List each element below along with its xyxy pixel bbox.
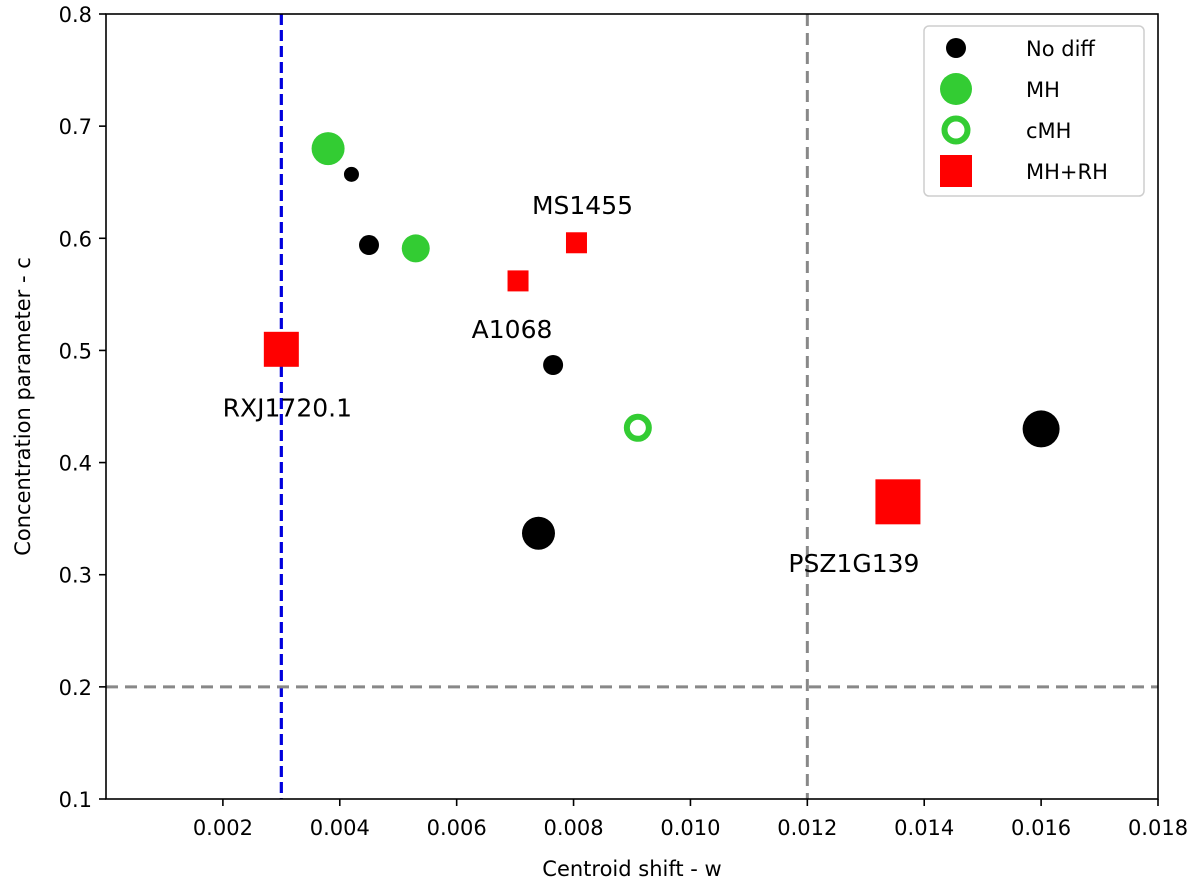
reference-lines — [106, 14, 1158, 799]
mh-point-1 — [311, 132, 345, 166]
y-tick-label: 0.3 — [59, 564, 92, 588]
y-tick-label: 0.1 — [59, 788, 92, 812]
annotation-ms1455: MS1455 — [532, 191, 633, 220]
annotation-rxj1720-1: RXJ1720.1 — [223, 393, 352, 422]
x-tick-label: 0.012 — [777, 816, 837, 840]
no-diff-point-1 — [343, 166, 359, 182]
plot-frame — [105, 13, 1159, 800]
y-tick-label: 0.8 — [59, 3, 92, 27]
y-tick-label: 0.6 — [59, 227, 92, 251]
mh-rh-point-1 — [263, 331, 299, 367]
y-tick-label: 0.7 — [59, 115, 92, 139]
x-tick-label: 0.004 — [310, 816, 370, 840]
annotation-a1068: A1068 — [472, 315, 553, 344]
y-tick-label: 0.2 — [59, 676, 92, 700]
legend-box — [923, 25, 1145, 197]
x-tick-label: 0.002 — [193, 816, 253, 840]
mh-point-2 — [401, 234, 430, 263]
no-diff-point-3 — [543, 355, 564, 376]
legend-marker-mh-rh — [940, 155, 972, 187]
x-tick-label: 0.010 — [660, 816, 720, 840]
annotation-psz1g139: PSZ1G139 — [788, 549, 919, 578]
no-diff-point-2 — [359, 235, 379, 256]
data-points — [263, 132, 1060, 550]
mh-rh-point-4 — [875, 479, 921, 525]
x-tick-label: 0.018 — [1128, 816, 1188, 840]
legend-label-mh-rh: MH+RH — [1026, 160, 1108, 184]
no-diff-point-5 — [1022, 410, 1060, 448]
y-axis-ticks: 0.1 0.2 0.3 0.4 0.5 0.6 0.7 0.8 — [59, 3, 106, 812]
x-tick-label: 0.014 — [894, 816, 954, 840]
legend-marker-cmh — [941, 115, 971, 145]
y-tick-label: 0.5 — [59, 339, 92, 363]
mh-rh-point-2 — [507, 270, 529, 292]
x-axis-ticks: 0.002 0.004 0.006 0.008 0.010 0.012 0.014 0.016… — [193, 799, 1188, 840]
y-tick-label: 0.4 — [59, 452, 92, 476]
legend: No diff MH cMH MH+RH — [923, 25, 1145, 197]
legend-marker-no-diff — [946, 38, 966, 58]
x-tick-label: 0.016 — [1011, 816, 1071, 840]
cmh-point-1 — [623, 413, 652, 442]
y-axis-label: Concentration parameter - c — [11, 257, 35, 556]
mh-rh-point-3 — [565, 232, 587, 254]
point-annotations: RXJ1720.1 A1068 MS1455 PSZ1G139 — [223, 191, 920, 578]
x-axis-label: Centroid shift - w — [542, 857, 721, 881]
legend-label-mh: MH — [1026, 78, 1060, 102]
no-diff-point-4 — [521, 516, 555, 550]
legend-label-cmh: cMH — [1026, 119, 1071, 143]
legend-label-no-diff: No diff — [1026, 37, 1095, 61]
legend-marker-mh — [940, 73, 972, 105]
x-tick-label: 0.008 — [543, 816, 603, 840]
x-tick-label: 0.006 — [427, 816, 487, 840]
